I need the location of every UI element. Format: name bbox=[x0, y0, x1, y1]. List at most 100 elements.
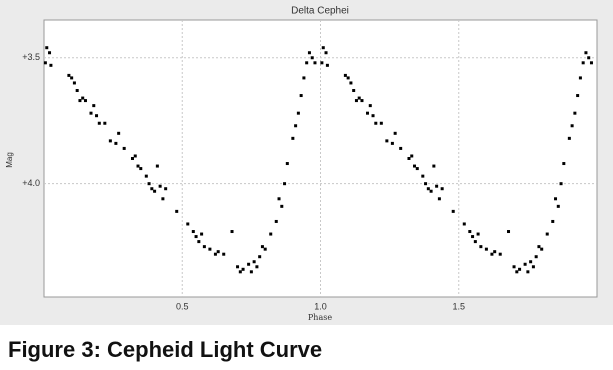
x-tick-label: 0.5 bbox=[176, 301, 189, 311]
data-point bbox=[471, 235, 475, 239]
data-point bbox=[305, 61, 309, 65]
data-point bbox=[241, 267, 245, 271]
data-point bbox=[191, 230, 195, 234]
data-point bbox=[269, 232, 273, 236]
data-point bbox=[421, 174, 425, 178]
data-point bbox=[476, 232, 480, 236]
y-axis-label: Mag bbox=[5, 152, 14, 168]
data-point bbox=[92, 104, 96, 108]
data-point bbox=[368, 104, 372, 108]
chart-title: Delta Cephei bbox=[291, 6, 349, 17]
data-point bbox=[374, 121, 378, 125]
data-point bbox=[589, 61, 593, 65]
data-point bbox=[296, 111, 300, 115]
data-point bbox=[83, 99, 87, 103]
x-axis-label: Phase bbox=[308, 313, 332, 322]
data-point bbox=[81, 96, 85, 100]
data-point bbox=[407, 157, 411, 160]
data-point bbox=[238, 270, 242, 274]
data-point bbox=[498, 252, 502, 256]
data-point bbox=[175, 209, 179, 213]
data-point bbox=[108, 139, 112, 143]
data-point bbox=[390, 141, 394, 145]
data-point bbox=[545, 232, 549, 236]
data-point bbox=[144, 174, 148, 178]
data-point bbox=[587, 56, 591, 60]
data-point bbox=[78, 99, 82, 103]
data-point bbox=[581, 61, 585, 65]
data-point bbox=[562, 162, 566, 166]
data-point bbox=[321, 46, 325, 50]
data-point bbox=[258, 255, 262, 259]
data-point bbox=[197, 240, 201, 244]
data-point bbox=[437, 197, 441, 201]
data-point bbox=[202, 245, 206, 249]
data-point bbox=[551, 219, 555, 223]
data-point bbox=[346, 76, 350, 80]
data-point bbox=[429, 189, 433, 193]
data-point bbox=[584, 51, 588, 55]
data-point bbox=[559, 182, 563, 186]
data-point bbox=[415, 167, 419, 171]
data-point bbox=[310, 56, 314, 60]
data-point bbox=[200, 232, 204, 236]
data-point bbox=[302, 76, 306, 80]
data-point bbox=[534, 255, 538, 259]
data-point bbox=[150, 187, 154, 191]
data-point bbox=[147, 182, 151, 186]
data-point bbox=[349, 81, 353, 85]
data-point bbox=[320, 61, 324, 65]
data-point bbox=[576, 94, 580, 98]
data-point bbox=[280, 204, 284, 208]
data-point bbox=[95, 114, 99, 118]
data-point bbox=[479, 245, 483, 249]
data-point bbox=[451, 209, 455, 213]
x-tick-label: 1.5 bbox=[452, 301, 465, 311]
data-point bbox=[371, 114, 375, 118]
data-point bbox=[255, 265, 259, 269]
data-point bbox=[426, 187, 430, 191]
data-point bbox=[122, 146, 126, 150]
data-point bbox=[260, 245, 264, 249]
data-point bbox=[360, 99, 364, 103]
data-point bbox=[435, 184, 439, 188]
data-point bbox=[424, 182, 428, 186]
data-point bbox=[263, 247, 267, 251]
data-point bbox=[48, 51, 52, 55]
data-point bbox=[540, 247, 544, 251]
data-point bbox=[518, 267, 522, 271]
figure-caption: Figure 3: Cepheid Light Curve bbox=[8, 337, 322, 362]
data-point bbox=[512, 265, 516, 269]
data-point bbox=[114, 141, 118, 145]
data-point bbox=[393, 131, 397, 135]
data-point bbox=[473, 240, 477, 244]
data-point bbox=[294, 124, 298, 128]
data-point bbox=[45, 46, 49, 50]
data-point bbox=[103, 121, 107, 125]
data-point bbox=[523, 262, 527, 266]
data-point bbox=[554, 197, 558, 201]
data-point bbox=[379, 121, 383, 125]
data-point bbox=[573, 111, 577, 115]
data-point bbox=[484, 247, 488, 251]
data-point bbox=[366, 111, 370, 115]
data-point bbox=[357, 96, 361, 100]
data-point bbox=[410, 154, 414, 158]
data-point bbox=[325, 63, 329, 67]
data-point bbox=[507, 230, 511, 234]
data-point bbox=[49, 63, 53, 67]
data-point bbox=[67, 73, 71, 77]
data-point bbox=[299, 94, 303, 98]
data-point bbox=[462, 222, 466, 226]
x-tick-label: 1.0 bbox=[314, 301, 327, 311]
data-point bbox=[291, 136, 295, 140]
data-point bbox=[313, 61, 317, 65]
data-point bbox=[526, 270, 530, 274]
data-point bbox=[133, 154, 137, 158]
data-point bbox=[153, 189, 157, 193]
data-point bbox=[164, 187, 168, 191]
data-point bbox=[186, 222, 190, 226]
data-point bbox=[249, 270, 253, 274]
